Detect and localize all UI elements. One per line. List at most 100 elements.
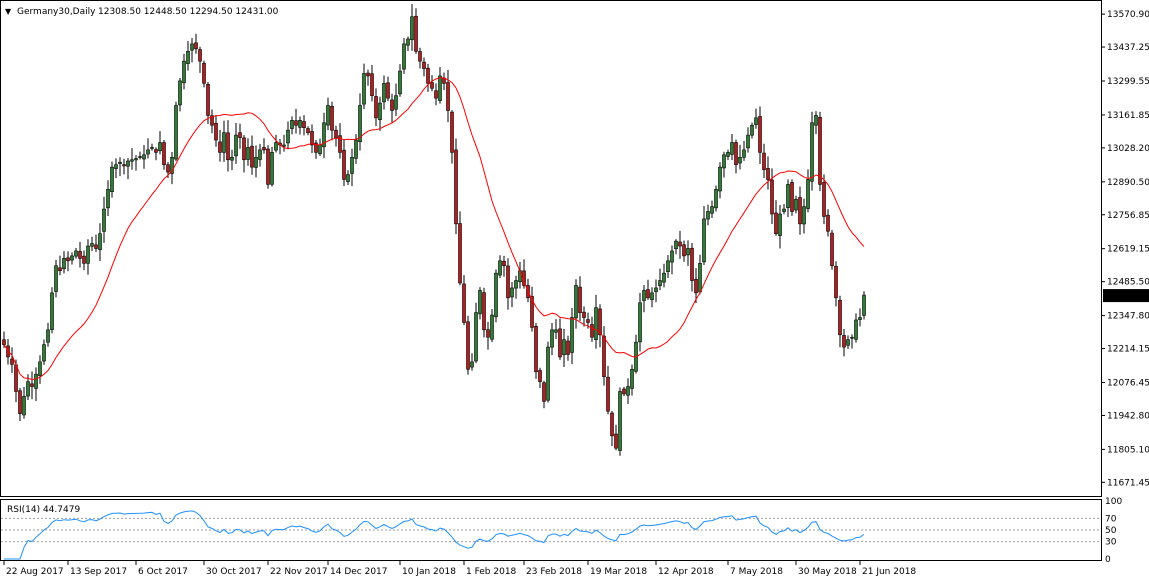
bear-candle xyxy=(690,247,694,281)
bull-candle xyxy=(90,243,94,247)
bear-candle xyxy=(334,129,338,138)
bear-candle xyxy=(414,15,418,52)
bear-candle xyxy=(18,390,22,414)
bear-candle xyxy=(578,286,582,313)
bull-candle xyxy=(274,142,278,151)
bear-candle xyxy=(458,223,462,284)
bull-candle xyxy=(666,260,670,272)
bull-candle xyxy=(618,391,622,451)
bull-candle xyxy=(794,198,798,211)
bull-candle xyxy=(22,396,26,416)
bull-candle xyxy=(350,156,354,174)
bull-candle xyxy=(258,149,262,160)
bear-candle xyxy=(486,329,490,338)
bull-candle xyxy=(130,159,134,162)
bear-candle xyxy=(10,358,14,365)
bear-candle xyxy=(82,255,86,264)
bear-candle xyxy=(566,340,570,355)
bull-candle xyxy=(222,132,226,153)
bear-candle xyxy=(598,308,602,336)
bull-candle xyxy=(470,361,474,368)
bear-candle xyxy=(838,299,842,336)
bull-candle xyxy=(650,292,654,300)
bull-candle xyxy=(114,164,118,169)
bull-candle xyxy=(662,272,666,283)
bull-candle xyxy=(570,317,574,353)
bull-candle xyxy=(150,147,154,149)
bear-candle xyxy=(314,142,318,153)
bull-candle xyxy=(126,160,130,167)
time-tick-label: 30 May 2018 xyxy=(798,567,857,577)
price-tick-label: 13299.55 xyxy=(1107,77,1149,87)
bear-candle xyxy=(506,265,510,299)
bull-candle xyxy=(358,105,362,143)
bull-candle xyxy=(674,240,678,250)
price-tick-label: 12485.50 xyxy=(1107,278,1149,288)
bull-candle xyxy=(38,361,42,377)
bear-candle xyxy=(590,324,594,338)
bear-candle xyxy=(646,289,650,299)
bull-candle xyxy=(70,255,74,261)
bull-candle xyxy=(782,208,786,212)
bear-candle xyxy=(682,244,686,257)
bear-candle xyxy=(826,214,830,232)
symbol-menu-icon[interactable]: ▼ xyxy=(5,7,12,16)
bull-candle xyxy=(710,206,714,214)
bull-candle xyxy=(346,174,350,182)
bear-candle xyxy=(446,82,450,111)
bear-candle xyxy=(602,335,606,377)
bull-candle xyxy=(158,142,162,152)
bull-candle xyxy=(74,250,78,257)
bull-candle xyxy=(382,83,386,103)
bear-candle xyxy=(502,260,506,267)
price-tick-label: 12347.80 xyxy=(1107,312,1149,322)
candlestick-series xyxy=(2,3,866,456)
bull-candle xyxy=(286,129,290,144)
bull-candle xyxy=(234,134,238,157)
bear-candle xyxy=(586,319,590,323)
moving-average-line xyxy=(3,77,865,381)
bull-candle xyxy=(186,50,190,64)
bear-candle xyxy=(770,179,774,215)
bull-candle xyxy=(706,211,710,220)
bull-candle xyxy=(406,38,410,46)
ohlc-readout: 12308.50 12448.50 12294.50 12431.00 xyxy=(98,7,279,17)
bull-candle xyxy=(254,156,258,168)
bull-candle xyxy=(554,329,558,333)
time-axis[interactable]: 22 Aug 2017 13 Sep 2017 6 Oct 2017 30 Oct 2… xyxy=(3,561,916,577)
bull-candle xyxy=(146,149,150,155)
bull-candle xyxy=(574,285,578,319)
bear-candle xyxy=(818,116,822,185)
bear-candle xyxy=(834,265,838,299)
bear-candle xyxy=(766,168,770,180)
price-tick-label: 12076.45 xyxy=(1107,378,1149,388)
bear-candle xyxy=(2,339,6,345)
bull-candle xyxy=(550,329,554,348)
bear-candle xyxy=(330,105,334,131)
time-tick-label: 6 Oct 2017 xyxy=(138,567,188,577)
bull-candle xyxy=(178,80,182,106)
bull-candle xyxy=(746,134,750,149)
bear-candle xyxy=(530,296,534,328)
bear-candle xyxy=(206,84,210,116)
price-axis[interactable]: 13570.90 13437.25 13299.55 13161.85 13028.20… xyxy=(1101,10,1149,488)
bear-candle xyxy=(678,241,682,247)
time-tick-label: 19 Mar 2018 xyxy=(590,567,647,577)
bull-candle xyxy=(562,339,566,355)
bull-candle xyxy=(410,16,414,41)
bull-candle xyxy=(34,373,38,389)
bear-candle xyxy=(202,62,206,84)
bull-candle xyxy=(802,206,806,225)
bear-candle xyxy=(94,244,98,249)
bull-candle xyxy=(402,43,406,70)
time-tick-label: 1 Feb 2018 xyxy=(466,567,517,577)
bear-candle xyxy=(482,292,486,331)
bull-candle xyxy=(378,102,382,121)
bear-candle xyxy=(58,267,62,271)
price-tick-label: 13028.20 xyxy=(1107,144,1149,154)
bull-candle xyxy=(282,144,286,147)
bull-candle xyxy=(270,152,274,185)
bull-candle xyxy=(858,317,862,320)
